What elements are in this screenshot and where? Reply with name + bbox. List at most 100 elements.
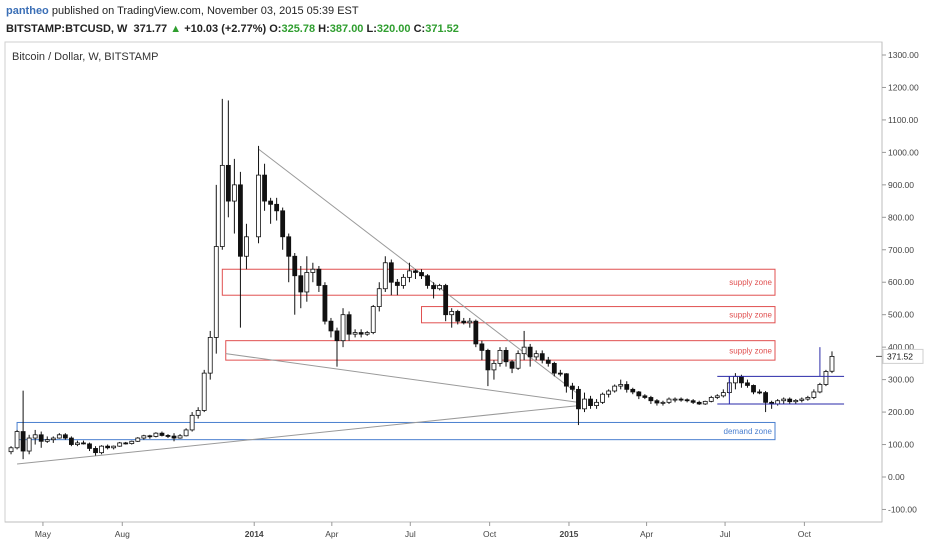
candle-up	[14, 431, 20, 449]
candle-up	[177, 435, 183, 439]
y-tick-label: 400.00	[888, 342, 914, 352]
candle-up	[799, 398, 805, 401]
y-tick-label: 500.00	[888, 310, 914, 320]
candle-up	[129, 440, 135, 444]
x-tick-label: May	[35, 529, 52, 539]
candle-up	[207, 337, 213, 374]
candle-up	[219, 164, 225, 247]
candle-down	[334, 330, 340, 342]
candle-up	[823, 371, 829, 385]
candle-up	[666, 398, 672, 403]
candle-down	[473, 320, 479, 345]
y-tick-label: 0.00	[888, 472, 905, 482]
candle-down	[630, 388, 636, 393]
candle-down	[588, 398, 593, 406]
candle-up	[111, 445, 117, 449]
candle-up	[26, 437, 32, 452]
candle-down	[576, 388, 581, 410]
candle-down	[268, 200, 274, 205]
candle-down	[93, 448, 98, 454]
candle-up	[594, 401, 599, 406]
candle-up	[370, 306, 376, 333]
candle-up	[781, 398, 787, 402]
candle-down	[123, 442, 129, 445]
candle-down	[545, 359, 551, 364]
candle-up	[304, 272, 310, 293]
candle-up	[515, 353, 521, 369]
candle-up	[672, 398, 678, 401]
candle-up	[714, 395, 720, 398]
candle-down	[159, 432, 165, 436]
candle-down	[171, 435, 177, 439]
candle-down	[739, 375, 744, 384]
candle-up	[135, 437, 141, 442]
time-axis[interactable]: May Aug 2014 Apr Jul Oct 2015 Apr Jul Oct	[35, 522, 812, 539]
candle-up	[99, 445, 104, 454]
candle-up	[44, 439, 50, 442]
y-tick-label: 800.00	[888, 212, 914, 222]
candle-down	[147, 435, 153, 438]
candle-down	[654, 400, 660, 404]
candle-down	[298, 275, 304, 293]
x-tick-label: Aug	[115, 529, 130, 539]
range-box-layer	[717, 347, 845, 405]
candle-up	[56, 434, 62, 439]
candle-down	[648, 397, 654, 402]
candle-down	[431, 285, 436, 290]
open-value: 325.78	[281, 23, 316, 35]
candle-up	[231, 184, 237, 202]
candle-down	[461, 320, 467, 324]
candle-up	[213, 246, 219, 338]
y-tick-label: 300.00	[888, 375, 914, 385]
candle-up	[817, 384, 823, 393]
published-text: published on TradingView.com, November 0…	[51, 5, 359, 17]
candle-up	[612, 385, 618, 392]
candle-down	[388, 262, 394, 283]
demand-zone-label: demand zone	[724, 427, 773, 436]
candle-down	[419, 272, 424, 277]
x-tick-label: Oct	[483, 529, 497, 539]
price-axis[interactable]: -100.00 0.00 100.00 200.00 300.00 400.00 500.0…	[876, 50, 924, 514]
candle-down	[678, 398, 684, 401]
candle-up	[793, 399, 799, 403]
candle-up	[364, 332, 370, 335]
candle-down	[509, 361, 515, 369]
y-tick-label: 1200.00	[888, 82, 919, 92]
candle-down	[165, 435, 171, 437]
candle-up	[600, 393, 606, 403]
support-trendline	[17, 405, 579, 465]
candle-down	[346, 314, 352, 335]
candle-up	[811, 391, 817, 398]
x-tick-label: Oct	[798, 529, 812, 539]
candle-down	[62, 434, 68, 439]
high-label: H:	[318, 23, 330, 35]
candle-up	[340, 314, 346, 342]
candle-up	[141, 435, 147, 439]
y-tick-label: 200.00	[888, 407, 914, 417]
author-link[interactable]: pantheo	[6, 5, 49, 17]
candle-up	[352, 332, 358, 335]
candle-down	[425, 275, 430, 286]
y-tick-label: -100.00	[888, 504, 917, 514]
candle-down	[316, 268, 322, 286]
candle-up	[401, 276, 406, 286]
x-tick-label: Apr	[325, 529, 338, 539]
change-up-icon: ▲	[170, 23, 182, 35]
x-tick-label: 2014	[245, 529, 264, 539]
candle-down	[262, 174, 267, 202]
x-tick-label: Jul	[720, 529, 731, 539]
x-tick-label: 2015	[560, 529, 579, 539]
candle-up	[8, 447, 14, 453]
y-tick-label: 600.00	[888, 277, 914, 287]
candle-up	[606, 390, 612, 395]
candle-up	[467, 320, 473, 324]
candle-up	[497, 349, 503, 364]
candle-down	[751, 385, 756, 393]
symbol-label[interactable]: BITSTAMP:BTCUSD, W	[6, 23, 128, 35]
candle-down	[763, 392, 768, 403]
candle-down	[745, 382, 750, 386]
candle-down	[696, 401, 702, 405]
candle-up	[491, 362, 497, 371]
candle-down	[503, 349, 509, 363]
